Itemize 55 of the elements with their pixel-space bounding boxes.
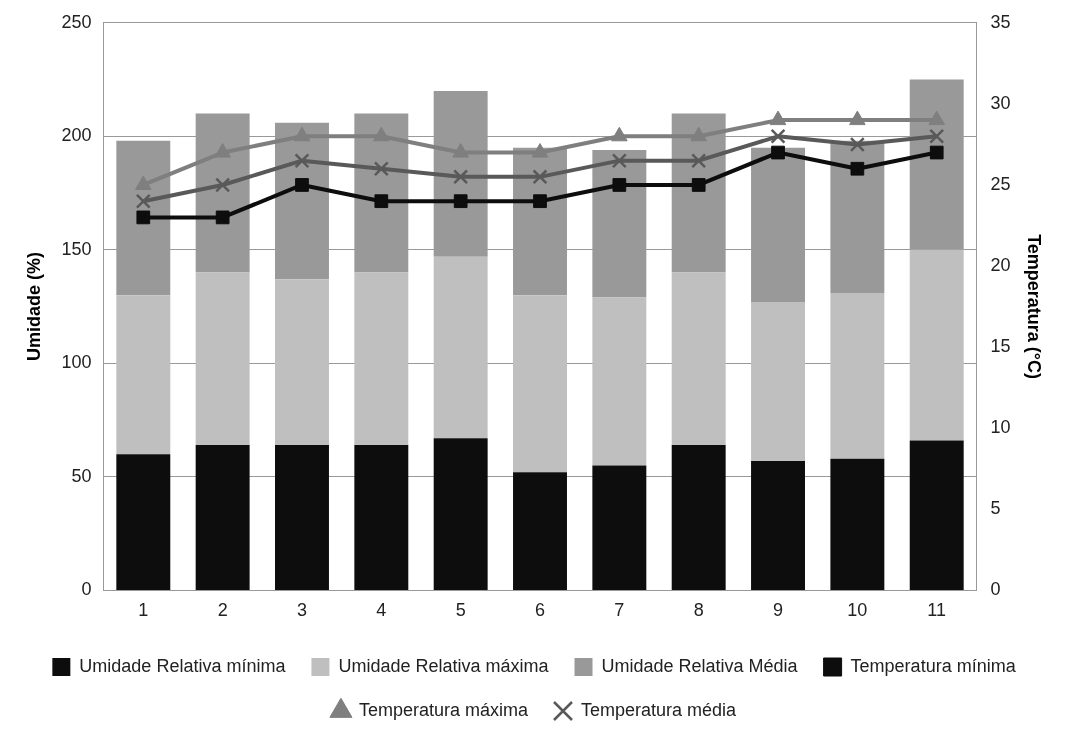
y-tick-label: 250 — [61, 11, 92, 32]
bar — [354, 272, 409, 446]
bar — [909, 440, 964, 590]
x-tick-label: 8 — [693, 600, 704, 621]
bar — [354, 445, 409, 590]
bar — [909, 249, 964, 441]
y-tick-label: 0 — [81, 579, 92, 600]
y2-tick-label: 5 — [990, 498, 1001, 519]
bar — [751, 460, 805, 590]
bar — [592, 465, 647, 590]
y2-axis-title: Temperatura (°C) — [1024, 234, 1045, 380]
bar — [433, 438, 488, 590]
y2-tick-label: 30 — [990, 92, 1011, 113]
bar — [433, 256, 488, 439]
bar — [116, 295, 171, 455]
x-tick-label: 5 — [455, 600, 466, 621]
y-tick-label: 150 — [61, 238, 92, 259]
y2-tick-label: 15 — [990, 336, 1011, 357]
y-axis-title: Umidade (%) — [23, 252, 44, 362]
legend-label: Temperatura máxima — [358, 699, 529, 720]
y2-tick-label: 10 — [990, 417, 1011, 438]
bar — [513, 472, 567, 590]
x-tick-label: 2 — [217, 600, 228, 621]
y-tick-label: 200 — [61, 125, 92, 146]
bar — [830, 292, 885, 459]
y-tick-label: 50 — [71, 465, 92, 486]
bar — [751, 302, 805, 461]
bar — [275, 445, 329, 590]
y2-tick-label: 25 — [990, 173, 1011, 194]
bar — [116, 454, 171, 590]
x-tick-label: 1 — [138, 600, 149, 621]
legend-label: Umidade Relativa máxima — [338, 655, 550, 676]
x-tick-label: 10 — [847, 600, 868, 621]
bar — [195, 272, 250, 446]
bar — [195, 445, 250, 590]
y2-tick-label: 0 — [990, 579, 1001, 600]
bar — [592, 297, 647, 466]
bar — [830, 458, 885, 590]
x-tick-label: 4 — [376, 600, 387, 621]
legend-label: Temperatura média — [580, 699, 738, 720]
legend-label: Umidade Relativa mínima — [79, 655, 287, 676]
legend-label: Temperatura mínima — [850, 655, 1017, 676]
y2-tick-label: 35 — [990, 11, 1011, 32]
bar — [513, 295, 567, 473]
bar — [671, 272, 726, 446]
legend-label: Umidade Relativa Média — [601, 655, 799, 676]
x-tick-label: 11 — [927, 600, 947, 621]
x-tick-label: 3 — [296, 600, 307, 621]
y2-tick-label: 20 — [990, 255, 1011, 276]
y-tick-label: 100 — [61, 352, 92, 373]
bar — [275, 279, 329, 446]
bar — [671, 445, 726, 590]
x-tick-label: 6 — [535, 600, 546, 621]
x-tick-label: 9 — [773, 600, 784, 621]
x-tick-label: 7 — [614, 600, 625, 621]
